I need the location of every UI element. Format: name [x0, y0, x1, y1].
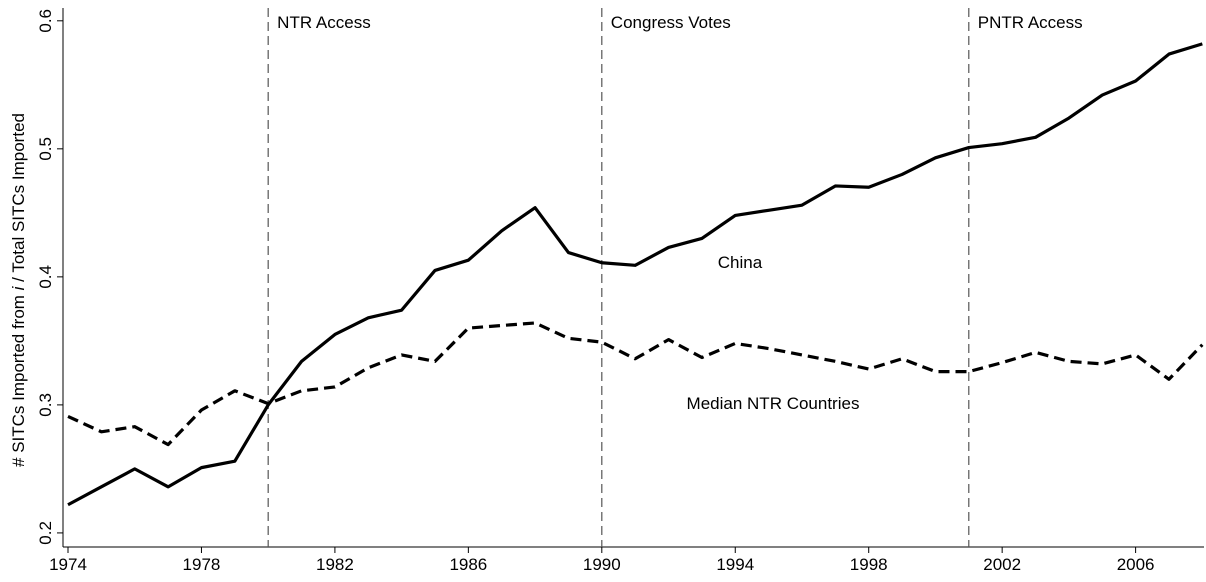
x-tick-label: 1978: [183, 555, 221, 574]
event-label: Congress Votes: [611, 13, 731, 32]
y-tick-label: 0.4: [36, 265, 55, 289]
x-tick-label: 1994: [716, 555, 754, 574]
y-label-part: i: [9, 285, 28, 290]
y-tick-label: 0.2: [36, 521, 55, 545]
x-tick-label: 1998: [850, 555, 888, 574]
x-tick-label: 2002: [983, 555, 1021, 574]
x-tick-label: 1990: [583, 555, 621, 574]
event-label: NTR Access: [277, 13, 371, 32]
series-label: China: [718, 253, 763, 272]
x-tick-label: 1982: [316, 555, 354, 574]
y-label-part: / Total SITCs Imported: [9, 113, 28, 287]
x-tick-label: 2006: [1117, 555, 1155, 574]
series-line: [67, 321, 1204, 447]
series-line: [67, 42, 1203, 507]
x-tick-label: 1974: [49, 555, 87, 574]
y-tick-label: 0.3: [36, 393, 55, 417]
y-axis-label: # SITCs Imported from i / Total SITCs Im…: [9, 113, 28, 467]
series-label: Median NTR Countries: [687, 394, 860, 413]
y-tick-label: 0.6: [36, 9, 55, 33]
event-label: PNTR Access: [978, 13, 1083, 32]
x-tick-label: 1986: [449, 555, 487, 574]
y-label-part: # SITCs Imported from: [9, 290, 28, 467]
y-tick-label: 0.5: [36, 137, 55, 161]
